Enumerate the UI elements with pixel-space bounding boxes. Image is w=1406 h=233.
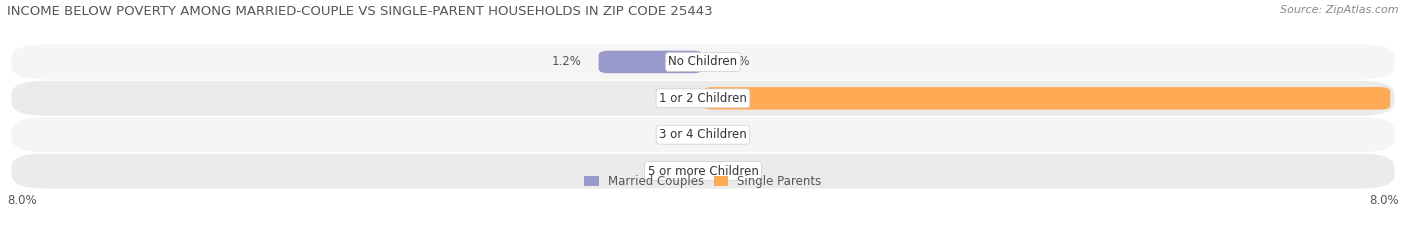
FancyBboxPatch shape	[11, 154, 1395, 188]
Legend: Married Couples, Single Parents: Married Couples, Single Parents	[585, 175, 821, 188]
Text: 8.0%: 8.0%	[1369, 194, 1399, 207]
Text: No Children: No Children	[668, 55, 738, 69]
FancyBboxPatch shape	[11, 81, 1395, 116]
Text: 0.0%: 0.0%	[720, 55, 749, 69]
Text: Source: ZipAtlas.com: Source: ZipAtlas.com	[1281, 5, 1399, 15]
Text: 0.0%: 0.0%	[720, 128, 749, 141]
Text: 5 or more Children: 5 or more Children	[648, 164, 758, 178]
FancyBboxPatch shape	[703, 87, 1391, 110]
Text: INCOME BELOW POVERTY AMONG MARRIED-COUPLE VS SINGLE-PARENT HOUSEHOLDS IN ZIP COD: INCOME BELOW POVERTY AMONG MARRIED-COUPL…	[7, 5, 713, 18]
Text: 3 or 4 Children: 3 or 4 Children	[659, 128, 747, 141]
Text: 1.2%: 1.2%	[551, 55, 581, 69]
Text: 0.0%: 0.0%	[657, 128, 686, 141]
FancyBboxPatch shape	[599, 51, 703, 73]
FancyBboxPatch shape	[11, 45, 1395, 79]
Text: 0.0%: 0.0%	[657, 164, 686, 178]
Text: 8.0%: 8.0%	[7, 194, 37, 207]
FancyBboxPatch shape	[11, 117, 1395, 152]
Text: 0.0%: 0.0%	[720, 164, 749, 178]
Text: 1 or 2 Children: 1 or 2 Children	[659, 92, 747, 105]
Text: 0.0%: 0.0%	[657, 92, 686, 105]
